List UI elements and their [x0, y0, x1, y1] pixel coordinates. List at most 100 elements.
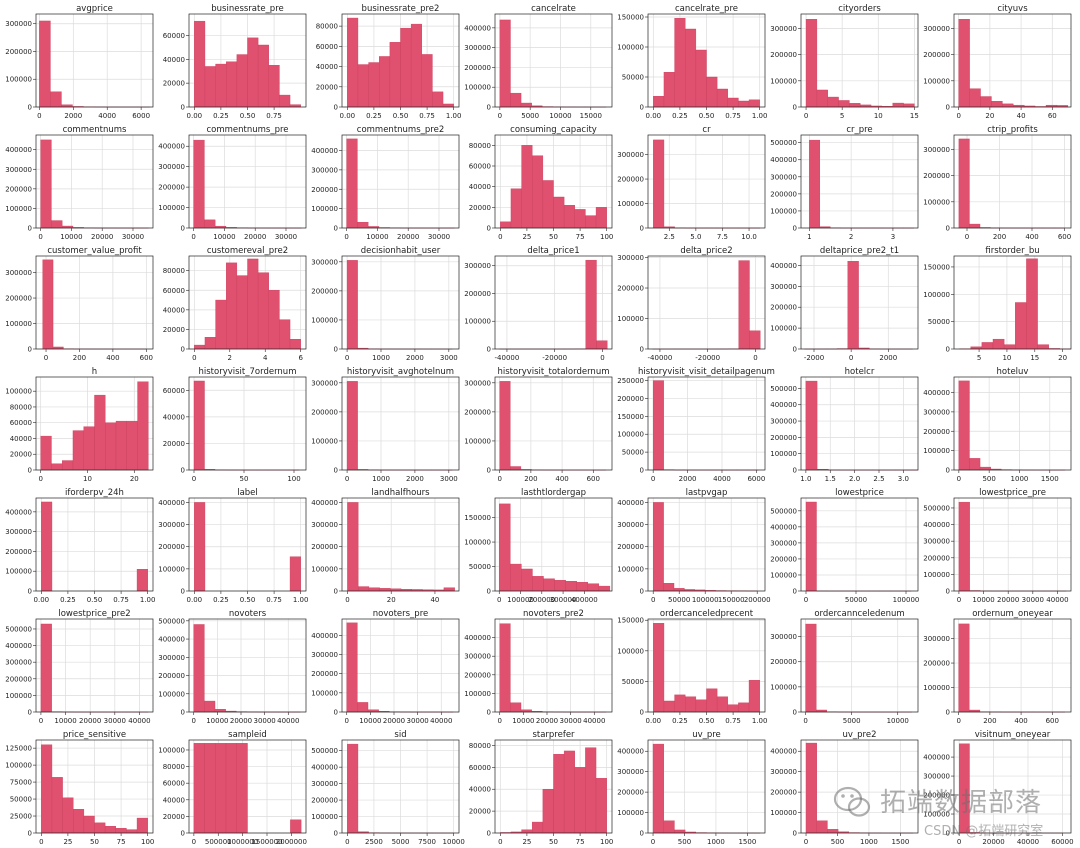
x-tick-label: 50 — [549, 233, 558, 241]
histogram-bar — [748, 99, 760, 108]
x-tick-label: 0 — [957, 475, 961, 483]
x-tick-label: 0 — [345, 838, 349, 846]
histogram-bar — [674, 694, 686, 713]
y-tick-label: 200000 — [158, 543, 185, 551]
x-tick-label: 0 — [600, 354, 604, 362]
x-tick-label: -20000 — [695, 354, 720, 362]
histogram-panel-starprefer: starprefer 0 25 50 75 100 0 20000 40000 60000 8000… — [469, 730, 614, 846]
y-tick-label: 100000 — [617, 200, 644, 208]
histogram-bar — [204, 700, 216, 713]
plot-frame — [188, 134, 307, 229]
y-tick-label: 100000 — [770, 207, 797, 215]
x-tick-label: -40000 — [648, 354, 673, 362]
histogram-bar — [510, 188, 522, 229]
y-tick-label: 200000 — [923, 428, 950, 436]
histogram-bar — [706, 76, 718, 108]
x-tick-label: 0 — [956, 112, 960, 120]
plot-frame — [35, 134, 154, 229]
plot-area — [801, 619, 918, 712]
histogram-bar — [40, 435, 52, 471]
histogram-bar — [410, 23, 422, 108]
x-tick-label: 0 — [44, 354, 48, 362]
plot-frame — [647, 497, 766, 592]
x-tick-label: 1500000 — [251, 838, 282, 846]
plot-frame — [494, 134, 613, 229]
histogram-bar — [215, 63, 227, 108]
y-tick-label: 50000 — [622, 678, 644, 686]
x-tick-label: -20000 — [542, 354, 567, 362]
y-tick-label: 0 — [793, 588, 797, 596]
y-tick-label: 0 — [640, 104, 644, 112]
plot-area — [495, 619, 612, 712]
plot-frame — [494, 376, 613, 471]
watermark: 拓端数据部落 CSDN @拓端研究室 — [832, 780, 1072, 840]
panel-title: firstorder_bu — [985, 246, 1039, 256]
histogram-panel-landhalfhours: landhalfhours 0 20 40 0 100000 200000 300000 400… — [311, 488, 460, 604]
y-tick-label: 100000 — [5, 76, 32, 84]
x-tick-label: 50000 — [668, 596, 690, 604]
histogram-bar — [289, 339, 301, 350]
histogram-bar — [738, 702, 750, 713]
y-tick-label: 100000 — [923, 684, 950, 692]
x-tick-label: -2000 — [804, 354, 824, 362]
x-tick-label: 500 — [678, 838, 691, 846]
panel-title: commentnums_pre2 — [357, 125, 444, 135]
x-tick-label: 0.75 — [419, 112, 435, 120]
y-tick-label: 0 — [28, 830, 32, 838]
y-tick-label: 300000 — [5, 20, 32, 28]
x-tick-label: 1000 — [860, 838, 878, 846]
histogram-panel-delta_price2: delta_price2 -40000 -20000 0 0 100000 200000 30… — [617, 246, 766, 362]
x-tick-label: 1500 — [738, 838, 756, 846]
y-tick-label: 400000 — [923, 521, 950, 529]
plot-frame — [800, 13, 919, 108]
plot-area — [36, 14, 153, 107]
x-tick-label: 10000 — [549, 112, 571, 120]
x-tick-label: 400 — [1025, 233, 1038, 241]
histogram-bar — [595, 778, 607, 834]
x-tick-label: 0.75 — [266, 596, 282, 604]
histogram-panel-consuming_capacity: consuming_capacity 0 25 50 75 100 0 20000 40000 6… — [469, 125, 614, 241]
panel-title: lowestprice_pre2 — [58, 609, 130, 619]
y-tick-label: 0 — [793, 346, 797, 354]
histogram-bar — [979, 466, 991, 471]
panel-title: iforderpv_24h — [65, 488, 124, 498]
histogram-bar — [268, 65, 280, 108]
histogram-bar — [805, 19, 818, 108]
histogram-bar — [674, 18, 686, 108]
histogram-bar — [849, 103, 861, 108]
histogram-bar — [958, 623, 970, 713]
panel-title: cityuvs — [997, 4, 1028, 14]
y-tick-label: 0 — [28, 709, 32, 717]
x-tick-label: 5 — [977, 354, 981, 362]
x-tick-label: 20000 — [982, 838, 1004, 846]
y-tick-label: 100000 — [617, 431, 644, 439]
y-tick-label: 500000 — [770, 385, 797, 393]
y-tick-label: 80000 — [163, 763, 185, 771]
x-tick-label: 7.5 — [717, 233, 728, 241]
x-tick-label: 1 — [807, 233, 811, 241]
y-tick-label: 150000 — [464, 514, 491, 522]
plot-area — [189, 135, 306, 228]
y-tick-label: 100000 — [311, 565, 338, 573]
y-tick-label: 100000 — [617, 44, 644, 52]
x-tick-label: 0 — [651, 596, 655, 604]
histogram-bar — [104, 826, 116, 834]
histogram-panel-hotelcr: hotelcr 1.0 1.5 2.0 2.5 3.0 0 100000 200000 30000… — [770, 367, 919, 483]
y-tick-label: 50000 — [622, 74, 644, 82]
histogram-panel-cancelrate_pre: cancelrate_pre 0.00 0.25 0.50 0.75 1.00 0 50000… — [617, 4, 767, 120]
y-tick-label: 400000 — [923, 754, 950, 762]
panel-title: ctrip_profits — [987, 125, 1038, 135]
y-tick-label: 400000 — [617, 748, 644, 756]
y-tick-label: 0 — [28, 104, 32, 112]
plot-area — [648, 135, 765, 228]
histogram-bar — [279, 319, 291, 350]
histogram-bar — [838, 100, 850, 108]
histogram-bar — [532, 821, 544, 834]
y-tick-label: 60000 — [163, 780, 185, 788]
x-tick-label: 4000 — [713, 475, 731, 483]
x-tick-label: 20 — [387, 596, 396, 604]
plot-frame — [953, 497, 1072, 592]
y-tick-label: 60000 — [469, 163, 491, 171]
histogram-bar — [499, 381, 511, 471]
